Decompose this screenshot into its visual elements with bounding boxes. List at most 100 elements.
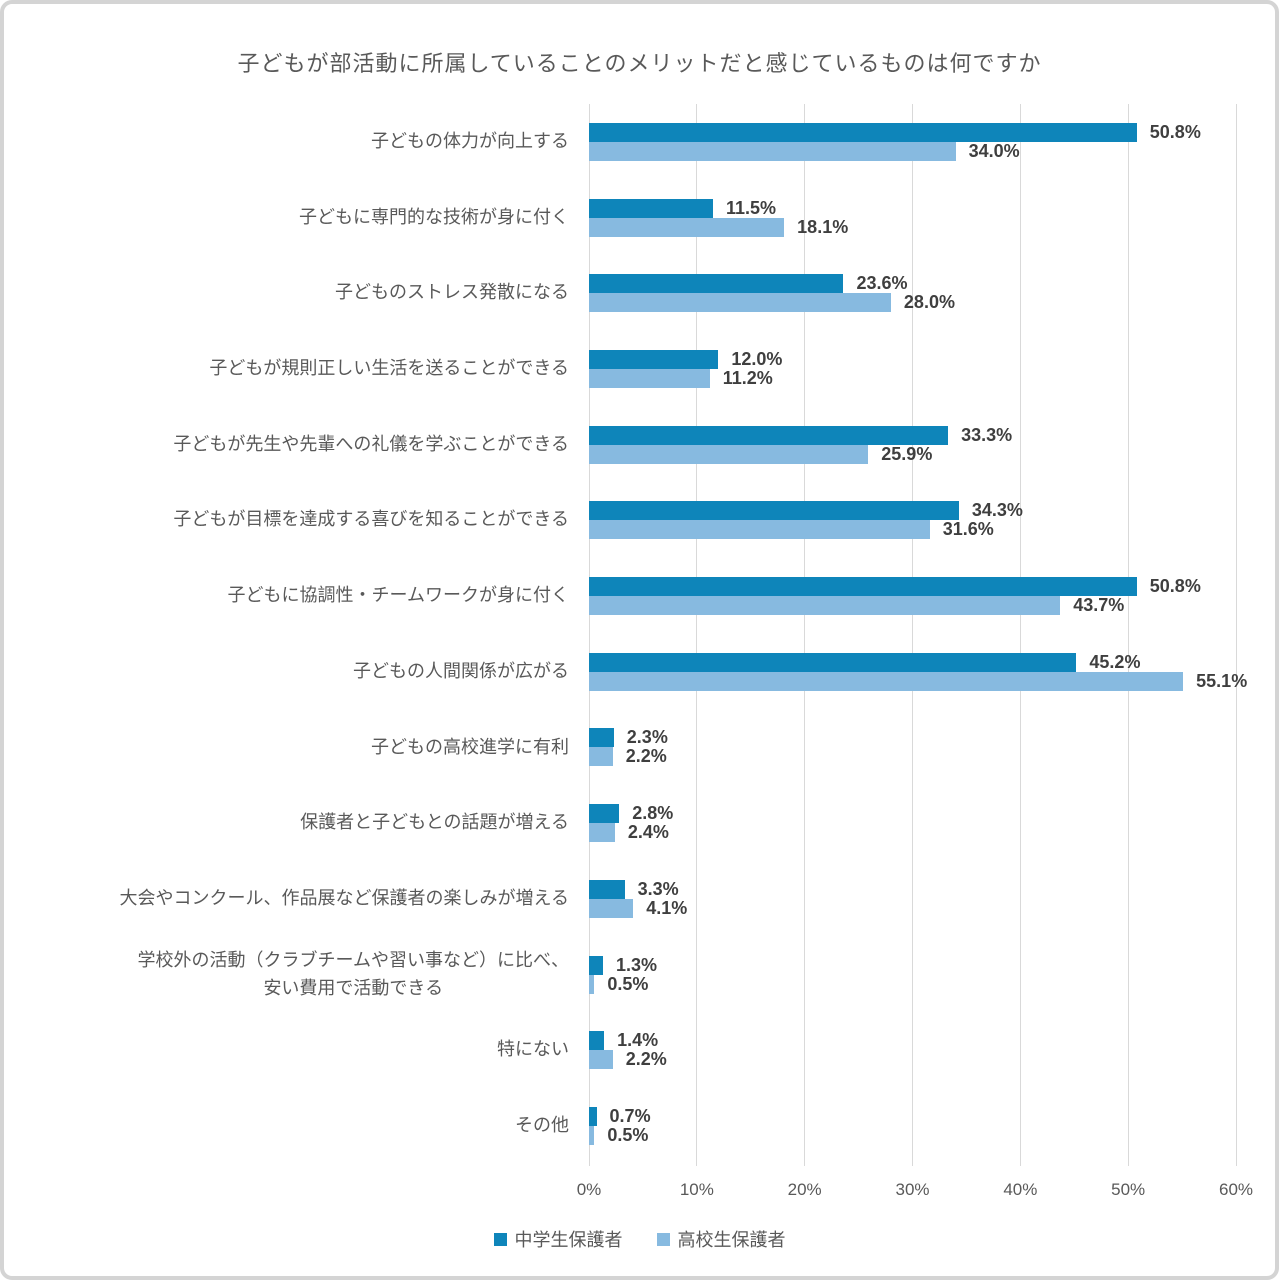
category-label-text: 保護者と子どもとの話題が増える [300, 812, 569, 833]
bar-series-1 [589, 652, 1077, 672]
bar-series-2 [589, 1050, 613, 1070]
bar-group: 11.5% 18.1% [589, 197, 1236, 237]
category-label-text: 子どもの高校進学に有利 [371, 736, 569, 757]
bar-value-label: 12.0% [731, 348, 783, 369]
category-label-text: 子どもに専門的な技術が身に付く [299, 206, 569, 227]
category-label: 子どもの体力が向上する [4, 128, 589, 156]
category-label: 子どもが目標を達成する喜びを知ることができる [4, 506, 589, 534]
bar-series-1 [589, 349, 719, 369]
x-axis-tick-label: 30% [895, 1180, 930, 1199]
bar-line: 50.8% [589, 122, 1236, 142]
legend-label: 高校生保護者 [677, 1230, 786, 1250]
gridline-0 [588, 104, 590, 1166]
bar-line: 31.6% [589, 519, 1236, 540]
category-label: 子どもが先生や先輩への礼儀を学ぶことができる [4, 431, 589, 459]
bar-series-2 [589, 671, 1184, 691]
category-label-text: 子どもに協調性・チームワークが身に付く [227, 585, 569, 606]
bar-value-label: 11.5% [726, 197, 777, 218]
bar-value-label: 34.0% [968, 140, 1020, 161]
bar-group: 23.6% 28.0% [589, 273, 1236, 313]
gridline-40 [1019, 104, 1021, 1166]
bar-series-2 [589, 898, 634, 918]
bar-value-label: 0.7% [609, 1105, 651, 1126]
bar-value-label: 34.3% [971, 500, 1023, 521]
bar-line: 11.2% [589, 367, 1236, 388]
bar-value-label: 25.9% [881, 443, 933, 464]
bar-group: 12.0% 11.2% [589, 348, 1236, 388]
category-label-text: 子どもの人間関係が広がる [353, 660, 569, 681]
category-label-text: 子どもの体力が向上する [371, 130, 569, 151]
bar-value-label: 28.0% [903, 292, 955, 313]
category-label-text: 子どもが規則正しい生活を送ることができる [209, 358, 569, 379]
bar-value-label: 23.6% [856, 273, 908, 294]
gridline-10 [696, 104, 698, 1166]
bar-group: 3.3% 4.1% [589, 879, 1236, 918]
bar-group: 33.3% 25.9% [589, 424, 1236, 464]
bar-series-2 [589, 141, 956, 161]
bar-line: 34.3% [589, 500, 1236, 521]
bar-line: 33.3% [589, 424, 1236, 445]
bar-group: 1.3% 0.5% [589, 955, 1236, 994]
chart-row: 子どもに協調性・チームワークが身に付く 50.8% 43.7% [4, 558, 1236, 634]
bar-group: 45.2% 55.1% [589, 652, 1247, 691]
bar-value-label: 11.2% [722, 367, 773, 388]
bar-series-2 [589, 1125, 595, 1145]
bar-line: 2.3% [589, 727, 1236, 748]
bar-value-label: 33.3% [961, 424, 1013, 445]
bar-series-1 [589, 804, 620, 824]
chart-row: 子どものストレス発散になる 23.6% 28.0% [4, 255, 1236, 331]
bar-line: 34.0% [589, 140, 1236, 161]
gridline-50 [1127, 104, 1129, 1166]
chart-row: 子どもが先生や先輩への礼儀を学ぶことができる 33.3% 25.9% [4, 407, 1236, 483]
bar-value-label: 2.2% [625, 746, 667, 767]
bar-series-2 [589, 596, 1061, 616]
bar-value-label: 55.1% [1196, 670, 1248, 691]
category-label: 大会やコンクール、作品展など保護者の楽しみが増える [4, 885, 589, 913]
bar-line: 2.2% [589, 746, 1236, 767]
bar-line: 0.5% [589, 1125, 1236, 1145]
x-axis-tick-label: 50% [1111, 1180, 1146, 1199]
x-axis-tick-label: 10% [679, 1180, 714, 1199]
bar-series-1 [589, 955, 604, 975]
bar-value-label: 31.6% [942, 519, 994, 540]
category-label: 子どもに専門的な技術が身に付く [4, 204, 589, 232]
bar-series-2 [589, 293, 891, 313]
chart-row: 子どもの人間関係が広がる 45.2% 55.1% [4, 634, 1247, 710]
category-label: 子どもに協調性・チームワークが身に付く [4, 582, 589, 610]
chart-title: 子どもが部活動に所属していることのメリットだと感じているものは何ですか [237, 51, 1042, 76]
gridlines [588, 104, 1237, 1166]
x-axis: 0% 10% 20% 30% 40% 50% 60% [577, 1180, 1253, 1204]
bar-line: 2.2% [589, 1049, 1236, 1070]
category-label-text: 大会やコンクール、作品展など保護者の楽しみが増える [119, 887, 569, 908]
bar-group: 50.8% 34.0% [589, 122, 1236, 161]
legend-swatch-icon [493, 1232, 507, 1246]
category-label: 子どもの高校進学に有利 [4, 734, 589, 762]
bar-line: 55.1% [589, 671, 1247, 691]
bar-line: 11.5% [589, 197, 1236, 218]
bar-series-1 [589, 1106, 597, 1126]
bar-value-label: 18.1% [797, 216, 849, 237]
bar-line: 18.1% [589, 216, 1236, 237]
category-label-text: 子どもが先生や先輩への礼儀を学ぶことができる [173, 433, 569, 454]
category-label: 保護者と子どもとの話題が増える [4, 809, 589, 837]
category-label-text: 子どもが目標を達成する喜びを知ることができる [173, 509, 569, 530]
chart-row: 子どもが規則正しい生活を送ることができる 12.0% 11.2% [4, 331, 1236, 407]
bar-line: 28.0% [589, 292, 1236, 313]
bar-group: 1.4% 2.2% [589, 1030, 1236, 1070]
bar-series-2 [589, 444, 869, 464]
bar-line: 1.3% [589, 955, 1236, 975]
category-label: その他 [4, 1112, 589, 1140]
x-axis-tick-label: 60% [1218, 1180, 1254, 1199]
x-axis-tick-label: 20% [787, 1180, 822, 1199]
plot-area: 子どもの体力が向上する 50.8% 34.0% 子どもに専門的な技術が身に付く 11.5… [4, 104, 1247, 1166]
bar-group: 2.8% 2.4% [589, 803, 1236, 843]
bar-series-1 [589, 728, 614, 748]
bar-series-2 [589, 974, 595, 994]
bar-line: 43.7% [589, 595, 1236, 616]
bar-line: 4.1% [589, 898, 1236, 918]
bar-series-1 [589, 501, 959, 521]
bar-line: 1.4% [589, 1030, 1236, 1051]
bar-value-label: 1.4% [617, 1030, 659, 1051]
category-label-text: その他 [515, 1115, 569, 1136]
